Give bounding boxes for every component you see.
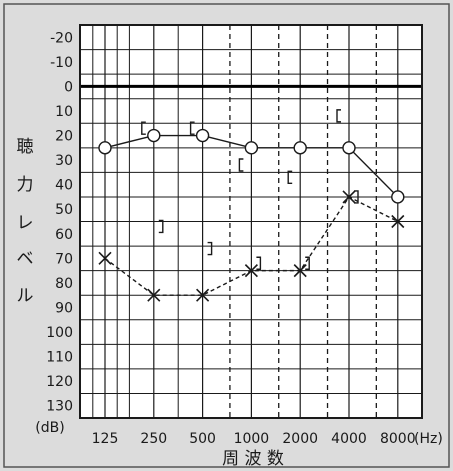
air-conduction-left-marker [98, 251, 112, 265]
air-conduction-right-marker [293, 141, 307, 155]
air-conduction-left-marker [293, 264, 307, 278]
y-tick-label: 50 [55, 202, 73, 218]
air-conduction-right-marker [147, 128, 161, 143]
bone-conduction-left-marker [305, 256, 310, 270]
outer-frame [3, 3, 450, 468]
air-conduction-right-marker [98, 141, 112, 155]
x-tick-label: 2000 [282, 431, 318, 447]
bone-conduction-right-marker [336, 109, 341, 123]
air-conduction-left-marker [196, 288, 210, 302]
air-conduction-right-marker [244, 141, 259, 155]
air-conduction-left-marker [244, 264, 258, 278]
x-tick-label: 8000 [380, 431, 416, 447]
x-tick-label: 1000 [234, 431, 270, 447]
bone-conduction-left-marker [256, 256, 262, 270]
y-tick-label: 70 [55, 251, 73, 267]
y-tick-label: -20 [50, 30, 73, 46]
y-tick-label: 20 [55, 129, 73, 145]
y-tick-labels: -20 -10 0 10 20 30 40 50 60 70 80 90 100 110 120 130 [46, 30, 73, 414]
y-tick-label: 130 [46, 399, 73, 415]
x-axis-label: 周 波 数 [222, 449, 284, 469]
y-tick-label: 10 [55, 104, 73, 120]
air-conduction-left-marker [391, 214, 405, 229]
x-tick-label: 4000 [331, 431, 367, 447]
y-tick-label: 90 [55, 300, 73, 316]
y-axis-label-char: 聴 [17, 137, 34, 157]
x-tick-label: 500 [189, 431, 216, 447]
bone-conduction-right-marker [287, 170, 293, 184]
bone-conduction-left-marker [354, 190, 359, 204]
y-unit-label: (dB) [35, 420, 64, 436]
bone-conduction-right-marker [189, 121, 195, 135]
y-tick-label: 120 [46, 374, 73, 390]
bone-conduction-right-marker [141, 121, 146, 135]
y-axis-label-char: レ [17, 213, 34, 233]
x-tick-labels: 125 250 500 1000 2000 4000 8000 [92, 431, 416, 447]
bone-conduction-left-marker [158, 219, 164, 234]
air-conduction-left-marker [342, 190, 356, 204]
plot-border [79, 24, 423, 419]
air-conduction-left-marker [147, 288, 161, 302]
bone-conduction-left-marker [207, 241, 213, 256]
x-tick-label: 250 [140, 431, 167, 447]
bone-conduction-right-marker [238, 158, 244, 172]
series-layer [98, 109, 405, 302]
x-tick-label: 125 [92, 431, 119, 447]
y-axis-label-char: 力 [17, 175, 34, 195]
y-tick-label: 40 [55, 178, 73, 194]
air-conduction-right-marker [391, 190, 405, 204]
y-axis-label-char: ベ [17, 249, 34, 269]
y-tick-label: 30 [55, 153, 73, 169]
x-unit-label: (Hz) [414, 431, 443, 447]
y-tick-label: 0 [64, 79, 73, 95]
y-axis-label-char: ル [17, 286, 34, 306]
y-tick-label: -10 [50, 55, 73, 71]
y-tick-label: 60 [55, 227, 73, 243]
air-conduction-right-marker [342, 141, 356, 155]
y-tick-label: 110 [46, 350, 73, 366]
air-conduction-right-marker [195, 128, 210, 143]
y-tick-label: 100 [46, 325, 73, 341]
y-tick-label: 80 [55, 276, 73, 292]
